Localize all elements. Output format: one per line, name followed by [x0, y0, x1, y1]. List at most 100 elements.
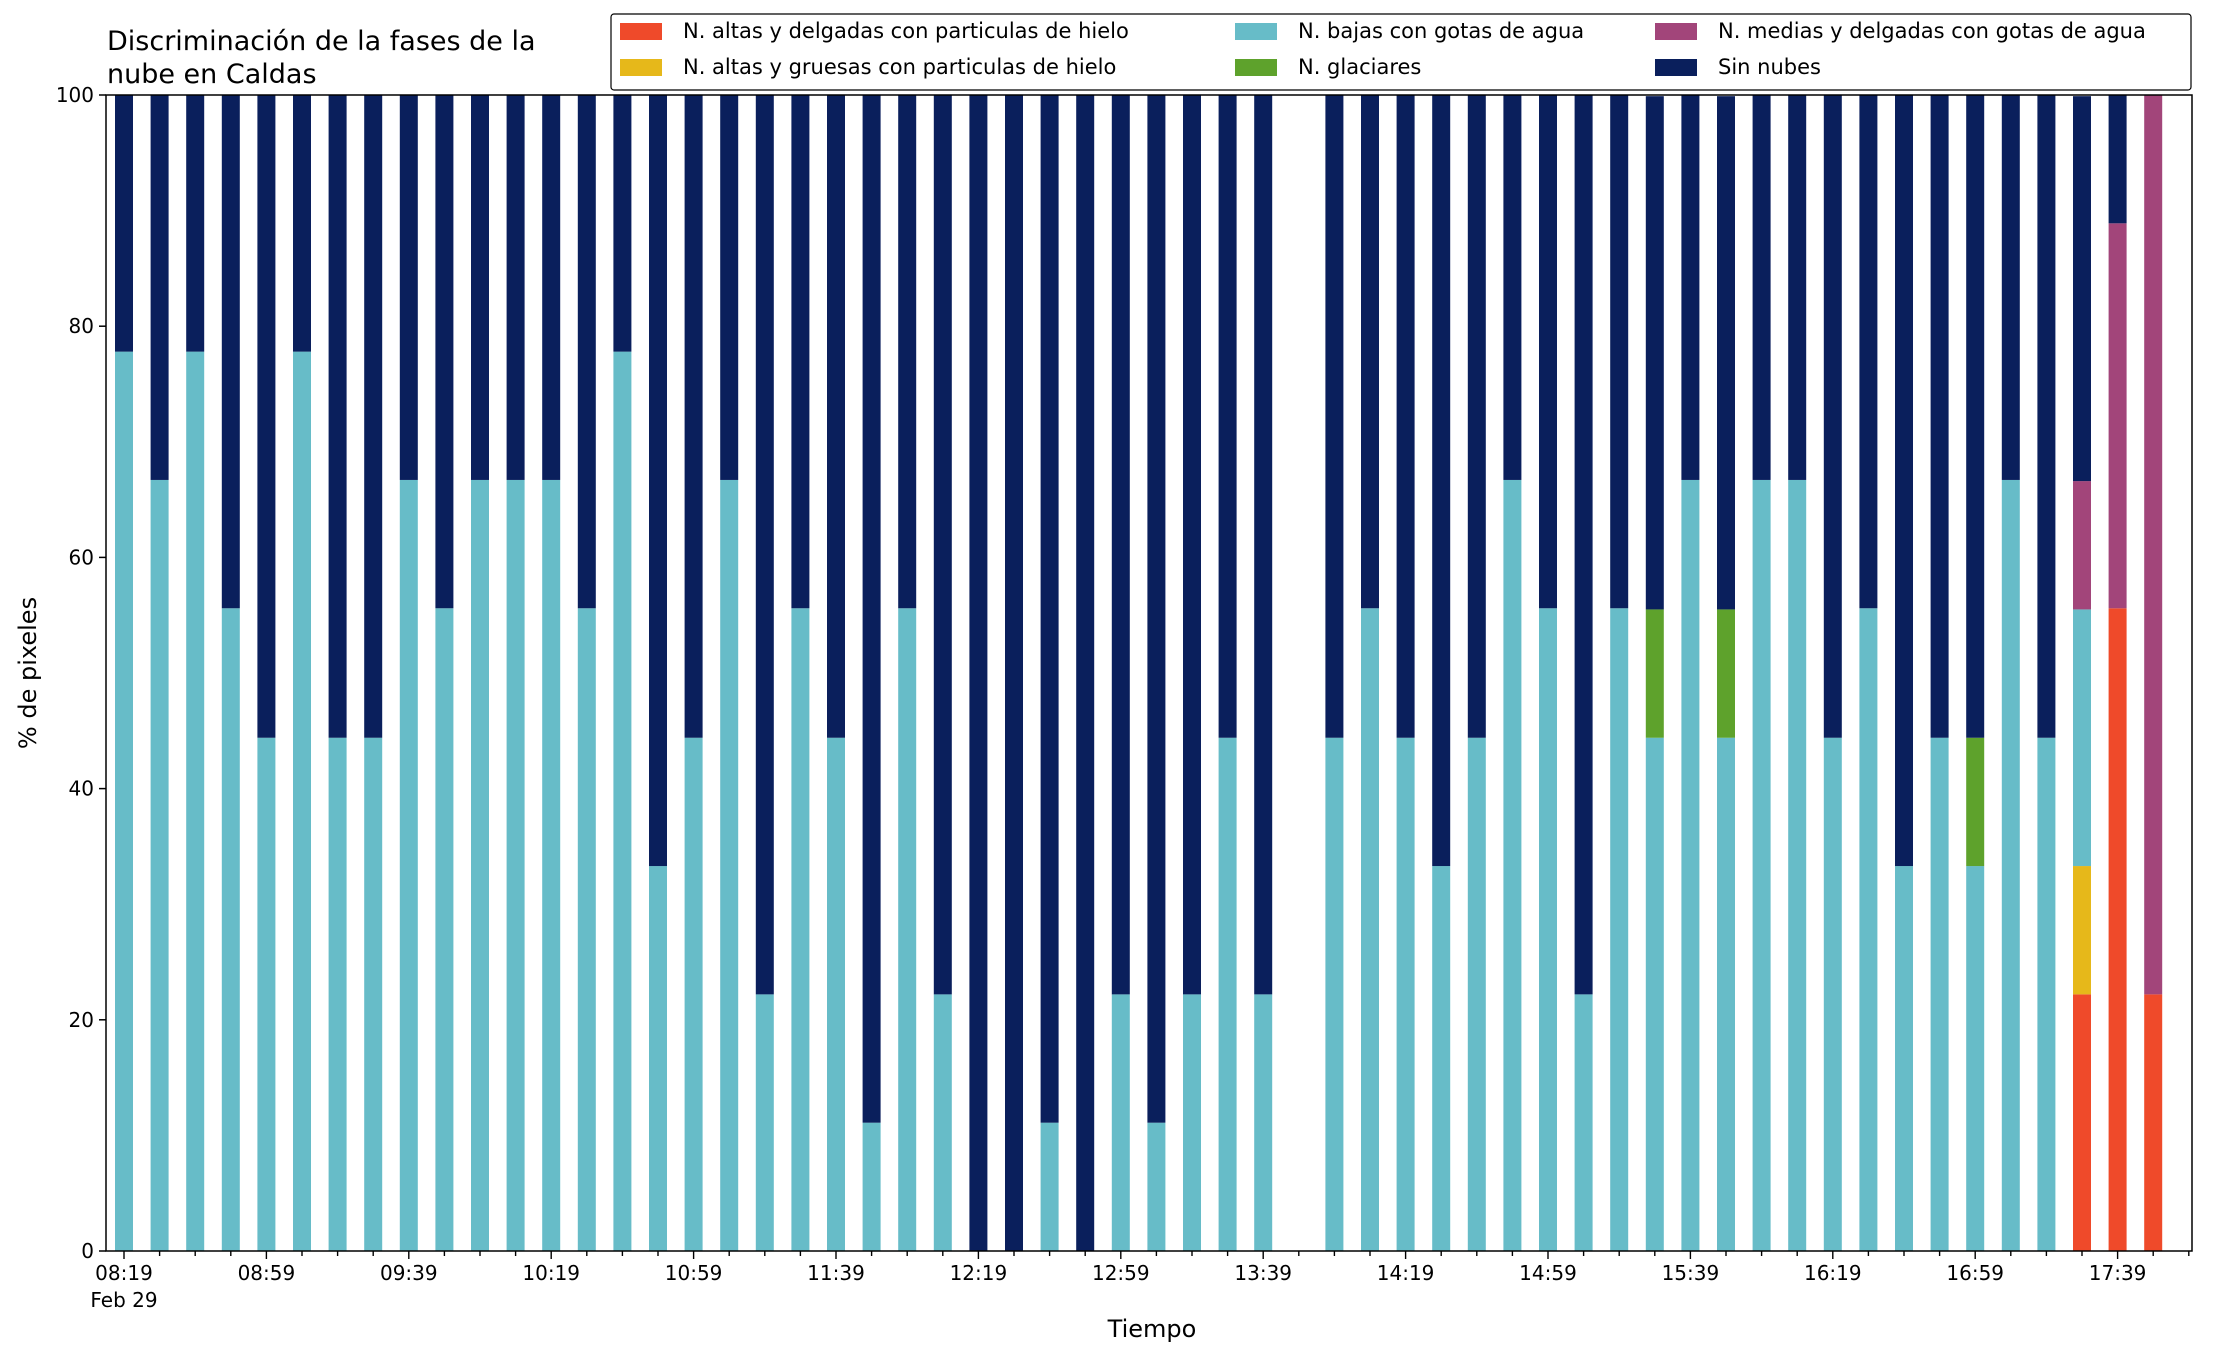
legend-swatch — [1235, 59, 1277, 76]
bar-segment-49-s5 — [1859, 95, 1878, 609]
x-tick-label: 13:39 — [1234, 1261, 1292, 1285]
legend-label: N. altas y gruesas con particulas de hie… — [683, 55, 1116, 79]
bar-segment-51-s2 — [1930, 737, 1949, 1251]
y-tick-label: 40 — [69, 777, 94, 801]
bar-segment-21-s2 — [862, 1122, 881, 1251]
bar-segment-23-s2 — [933, 994, 952, 1251]
bar-segment-12-s5 — [542, 95, 561, 480]
bar-segment-20-s2 — [827, 737, 845, 1251]
bar-segment-19-s2 — [791, 608, 810, 1251]
bar-segment-29-s2 — [1147, 1122, 1166, 1251]
bar-segment-34-s2 — [1325, 737, 1344, 1251]
bar-segment-4-s5 — [257, 95, 276, 738]
bar-segment-3-s5 — [221, 95, 240, 609]
bar-segment-29-s5 — [1147, 95, 1166, 1123]
bar-segment-23-s5 — [933, 95, 952, 995]
bar-segment-13-s5 — [577, 95, 596, 609]
bar-segment-30-s5 — [1183, 95, 1201, 995]
bar-segment-39-s5 — [1503, 95, 1522, 480]
bar-segment-27-s5 — [1076, 95, 1095, 1251]
bar-segment-17-s2 — [720, 479, 739, 1251]
bar-segment-40-s2 — [1539, 608, 1557, 1251]
bar-segment-44-s5 — [1681, 95, 1700, 480]
bar-segment-46-s2 — [1752, 479, 1771, 1251]
bar-segment-53-s2 — [2001, 479, 2020, 1251]
bar-segment-57-s4 — [2144, 95, 2163, 995]
x-tick-label: 15:39 — [1662, 1261, 1720, 1285]
bar-segment-32-s2 — [1254, 994, 1273, 1251]
chart-title-line-2: nube en Caldas — [107, 59, 317, 90]
bar-segment-43-s2 — [1645, 737, 1664, 1251]
legend-label: N. medias y delgadas con gotas de agua — [1718, 19, 2146, 43]
bar-segment-18-s2 — [755, 994, 774, 1251]
bar-segment-26-s2 — [1040, 1122, 1059, 1251]
bar-segment-56-s5 — [2108, 95, 2127, 224]
x-axis-label: Tiempo — [1107, 1315, 1197, 1343]
legend-frame — [610, 13, 2192, 91]
bar-segment-14-s5 — [613, 95, 632, 352]
bar-segment-48-s5 — [1823, 95, 1842, 738]
bar-segment-10-s5 — [471, 95, 489, 480]
bar-segment-28-s2 — [1111, 994, 1130, 1251]
bar-segment-12-s2 — [542, 479, 561, 1251]
bar-segment-30-s2 — [1183, 994, 1201, 1251]
bar-segment-52-s3 — [1966, 737, 1985, 867]
bar-segment-52-s5 — [1966, 95, 1985, 738]
bar-segment-0-s2 — [115, 351, 133, 1251]
bar-segment-15-s5 — [649, 95, 667, 867]
x-tick-label: 16:19 — [1804, 1261, 1862, 1285]
bar-segment-3-s2 — [221, 608, 240, 1251]
bar-segment-50-s2 — [1895, 866, 1913, 1251]
bar-segment-4-s2 — [257, 737, 276, 1251]
bar-segment-8-s5 — [399, 95, 418, 480]
x-tick-label: 14:59 — [1519, 1261, 1577, 1285]
bar-segment-15-s2 — [649, 866, 667, 1251]
bar-segment-6-s2 — [328, 737, 347, 1251]
bar-segment-39-s2 — [1503, 479, 1522, 1251]
bar-segment-45-s3 — [1717, 609, 1735, 738]
x-tick-label: 17:39 — [2089, 1261, 2147, 1285]
bar-segment-57-s0 — [2144, 994, 2163, 1251]
bar-segment-1-s5 — [150, 95, 169, 480]
bar-segment-19-s5 — [791, 95, 810, 609]
bar-segment-16-s2 — [684, 737, 703, 1251]
y-tick-label: 80 — [69, 314, 94, 338]
bar-segment-17-s5 — [720, 95, 739, 480]
bar-segment-48-s2 — [1823, 737, 1842, 1251]
bar-segment-50-s5 — [1895, 95, 1913, 867]
bar-segment-0-s5 — [115, 95, 133, 352]
bar-segment-7-s5 — [364, 95, 383, 738]
bar-segment-54-s5 — [2037, 95, 2056, 738]
x-tick-label: 10:19 — [522, 1261, 580, 1285]
bar-segment-38-s5 — [1467, 95, 1486, 738]
y-axis-label: % de pixeles — [14, 597, 42, 749]
x-tick-label: 12:19 — [950, 1261, 1008, 1285]
x-tick-label: 14:19 — [1377, 1261, 1435, 1285]
bar-segment-54-s2 — [2037, 737, 2056, 1251]
legend-label: N. glaciares — [1298, 55, 1421, 79]
legend-label: N. altas y delgadas con particulas de hi… — [683, 19, 1129, 43]
bar-segment-13-s2 — [577, 608, 596, 1251]
bar-segment-8-s2 — [399, 479, 418, 1251]
bar-segment-21-s5 — [862, 95, 881, 1123]
legend-swatch — [620, 59, 662, 76]
bar-segment-56-s4 — [2108, 223, 2127, 609]
y-tick-label: 0 — [81, 1239, 94, 1263]
bar-segment-52-s2 — [1966, 866, 1985, 1251]
legend-label: N. bajas con gotas de agua — [1298, 19, 1584, 43]
plot-frame — [105, 94, 2193, 1252]
bar-segment-1-s2 — [150, 479, 169, 1251]
bar-segment-47-s5 — [1788, 95, 1807, 480]
bar-segment-55-s5 — [2073, 96, 2091, 482]
legend-swatch — [1655, 59, 1697, 76]
bar-segment-35-s2 — [1361, 608, 1379, 1251]
bar-segment-22-s5 — [898, 95, 917, 609]
bar-segment-11-s2 — [506, 479, 525, 1251]
x-tick-label: 12:59 — [1092, 1261, 1150, 1285]
bar-segment-7-s2 — [364, 737, 383, 1251]
bar-segment-11-s5 — [506, 95, 525, 480]
bar-segment-53-s5 — [2001, 95, 2020, 480]
bar-segment-41-s2 — [1574, 994, 1593, 1251]
bar-segment-28-s5 — [1111, 95, 1130, 995]
